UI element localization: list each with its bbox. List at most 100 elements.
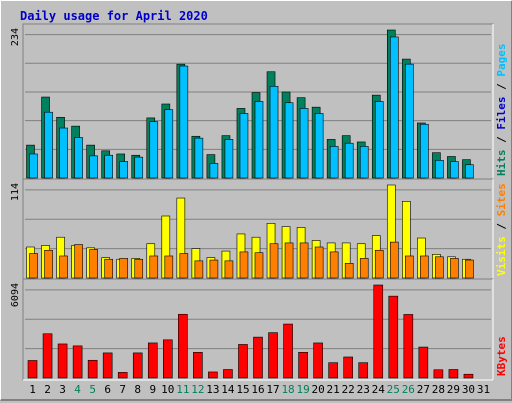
bar-highlight xyxy=(464,374,466,378)
bar-highlight xyxy=(463,160,465,178)
bar-highlight xyxy=(297,228,299,278)
bar-kbytes-day-18 xyxy=(283,323,293,379)
bar-sites-day-14 xyxy=(224,260,234,279)
bar-highlight xyxy=(402,201,405,278)
bar-highlight xyxy=(27,145,29,178)
bar-files-day-30 xyxy=(465,164,474,179)
bar-files-day-27 xyxy=(420,123,429,179)
legend-entry: Hits xyxy=(495,150,508,177)
bar-sites-day-28 xyxy=(435,256,444,279)
bar-highlight xyxy=(180,66,182,178)
bar-highlight xyxy=(405,64,408,178)
bar-highlight xyxy=(42,245,44,278)
bar-highlight xyxy=(389,296,391,378)
bar-highlight xyxy=(120,162,122,178)
bar-files-day-2 xyxy=(44,111,53,179)
bar-kbytes-day-9 xyxy=(147,342,158,379)
bar-highlight xyxy=(372,236,375,278)
bar-files-day-13 xyxy=(209,163,219,179)
bar-highlight xyxy=(73,346,75,378)
xtick-label-day-31: 31 xyxy=(477,383,490,396)
xtick-label-day-23: 23 xyxy=(357,383,370,396)
ytick-label-kbytes: 6094 xyxy=(10,283,21,307)
bar-highlight xyxy=(405,256,408,278)
bar-highlight xyxy=(374,285,376,378)
bar-kbytes-day-6 xyxy=(102,352,113,379)
bar-sites-day-17 xyxy=(269,243,279,279)
bar-highlight xyxy=(297,98,299,178)
bar-highlight xyxy=(147,118,149,178)
xtick-label-day-6: 6 xyxy=(104,383,111,396)
bar-files-day-18 xyxy=(284,102,294,179)
bar-highlight xyxy=(360,259,363,278)
bar-highlight xyxy=(118,372,121,378)
bar-kbytes-day-1 xyxy=(27,360,38,379)
bar-highlight xyxy=(282,92,284,178)
bar-highlight xyxy=(448,257,450,278)
bar-files-day-20 xyxy=(314,113,324,179)
bar-highlight xyxy=(300,243,302,278)
bar-sites-day-18 xyxy=(284,242,294,279)
bar-kbytes-day-13 xyxy=(208,371,218,379)
xtick-label-day-15: 15 xyxy=(236,383,249,396)
xtick-label-day-10: 10 xyxy=(161,383,174,396)
xtick-label-day-24: 24 xyxy=(372,383,386,396)
xtick-label-day-19: 19 xyxy=(296,383,309,396)
bar-files-day-4 xyxy=(74,137,83,179)
bar-highlight xyxy=(420,256,423,278)
bar-kbytes-day-22 xyxy=(343,356,353,379)
bar-kbytes-day-19 xyxy=(298,351,308,379)
xtick-label-day-16: 16 xyxy=(251,383,264,396)
bar-kbytes-day-3 xyxy=(57,343,68,379)
bar-highlight xyxy=(299,352,301,378)
bar-files-day-15 xyxy=(239,113,249,179)
bar-highlight xyxy=(466,165,468,178)
bar-sites-day-23 xyxy=(359,258,369,279)
bar-highlight xyxy=(27,247,29,278)
xtick-label-day-26: 26 xyxy=(402,383,415,396)
bar-highlight xyxy=(312,107,314,178)
bar-highlight xyxy=(237,109,239,178)
bar-highlight xyxy=(192,136,194,178)
bar-highlight xyxy=(344,357,346,378)
bar-kbytes-day-23 xyxy=(358,362,369,379)
xtick-label-day-11: 11 xyxy=(176,383,189,396)
bar-kbytes-day-4 xyxy=(72,345,83,379)
bar-files-day-19 xyxy=(299,108,309,179)
legend-entry: / xyxy=(495,130,508,150)
bar-highlight xyxy=(60,256,62,278)
bar-highlight xyxy=(314,343,316,378)
legend-hits-files-pages: Hits / Files / Pages xyxy=(495,44,508,177)
bar-highlight xyxy=(132,259,134,278)
legend-visits-sites: Visits / Sites xyxy=(495,183,508,276)
bar-highlight xyxy=(345,143,347,178)
bar-highlight xyxy=(357,244,360,278)
bar-highlight xyxy=(315,247,317,278)
bar-sites-day-11 xyxy=(179,253,189,279)
bar-files-day-12 xyxy=(194,137,204,179)
bar-highlight xyxy=(117,154,119,178)
bar-kbytes-day-2 xyxy=(42,333,53,379)
bar-highlight xyxy=(117,259,119,278)
bar-highlight xyxy=(284,324,286,378)
bar-highlight xyxy=(87,145,89,178)
bar-highlight xyxy=(209,372,211,378)
bar-files-day-17 xyxy=(269,85,279,179)
bar-highlight xyxy=(270,244,272,278)
bar-highlight xyxy=(180,254,182,278)
bar-kbytes-day-12 xyxy=(193,351,203,379)
bar-highlight xyxy=(163,340,166,378)
bar-highlight xyxy=(133,353,136,378)
bar-highlight xyxy=(448,157,450,178)
bar-kbytes-day-27 xyxy=(418,346,429,379)
xtick-label-day-3: 3 xyxy=(59,383,66,396)
bar-highlight xyxy=(240,114,242,178)
bar-highlight xyxy=(463,259,465,278)
bar-highlight xyxy=(270,86,272,178)
bar-highlight xyxy=(192,249,194,278)
bar-files-day-14 xyxy=(224,139,234,179)
bar-highlight xyxy=(390,37,393,178)
bar-highlight xyxy=(177,64,179,178)
bar-highlight xyxy=(58,344,60,378)
bar-highlight xyxy=(435,257,438,278)
